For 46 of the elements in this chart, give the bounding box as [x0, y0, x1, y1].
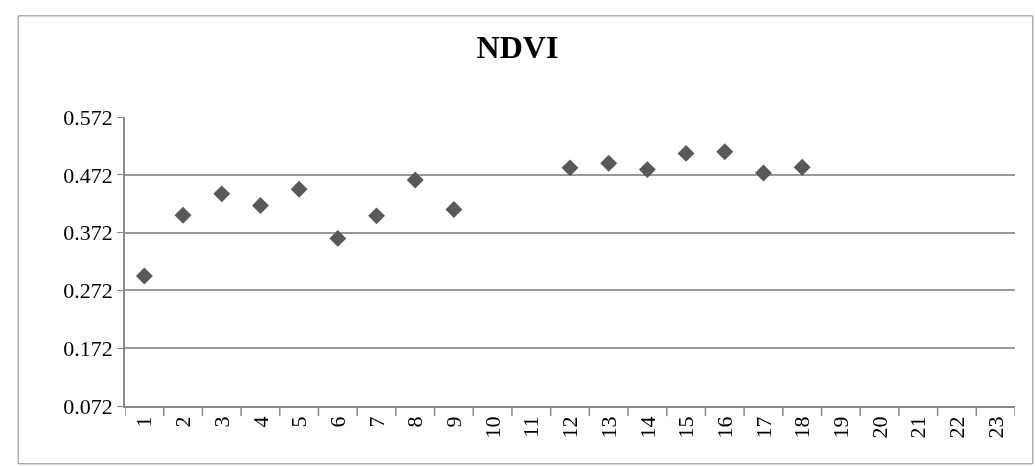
chart-title: NDVI: [476, 28, 559, 65]
x-tick-label: 23: [982, 416, 1008, 439]
point: [251, 196, 269, 214]
x-tick-label: 12: [557, 416, 583, 439]
x-tick-label: 7: [363, 416, 389, 428]
point: [600, 154, 618, 172]
point: [755, 164, 772, 182]
x-tick-label: 15: [673, 416, 699, 439]
point: [174, 206, 192, 224]
x-tick-label: 4: [247, 416, 273, 428]
y-tick-label: 0.472: [63, 162, 113, 188]
x-tick-label: 13: [595, 416, 621, 439]
point: [561, 159, 579, 177]
x-tick-label: 17: [750, 416, 776, 439]
x-tick-label: 8: [402, 416, 428, 428]
point: [445, 201, 463, 218]
point: [406, 171, 424, 189]
x-tick-label: 20: [866, 416, 892, 439]
point: [638, 161, 656, 179]
y-tick-label: 0.272: [63, 278, 113, 304]
point: [793, 158, 811, 176]
x-tick-label: 14: [634, 416, 660, 439]
y-tick-label: 0.572: [63, 104, 113, 130]
point: [716, 143, 734, 161]
point: [368, 207, 385, 225]
y-tick-label: 0.172: [63, 335, 113, 361]
x-tick-label: 3: [208, 416, 234, 428]
y-tick-label: 0.072: [63, 393, 113, 419]
x-tick-label: 5: [286, 416, 312, 428]
x-tick-label: 21: [905, 416, 931, 439]
x-tick-label: 16: [711, 416, 737, 439]
x-tick-label: 10: [479, 416, 505, 439]
point: [290, 180, 308, 198]
x-tick-label: 22: [944, 416, 970, 439]
x-tick-label: 6: [324, 416, 350, 428]
point: [213, 185, 231, 203]
point: [677, 144, 695, 162]
x-tick-label: 1: [131, 416, 157, 428]
point: [135, 267, 153, 285]
x-tick-label: 19: [828, 416, 854, 439]
x-tick-label: 18: [789, 416, 815, 439]
point: [329, 229, 347, 247]
x-tick-label: 11: [518, 416, 544, 438]
x-tick-label: 2: [170, 416, 196, 428]
x-tick-label: 9: [441, 416, 467, 428]
y-tick-label: 0.372: [63, 220, 113, 246]
